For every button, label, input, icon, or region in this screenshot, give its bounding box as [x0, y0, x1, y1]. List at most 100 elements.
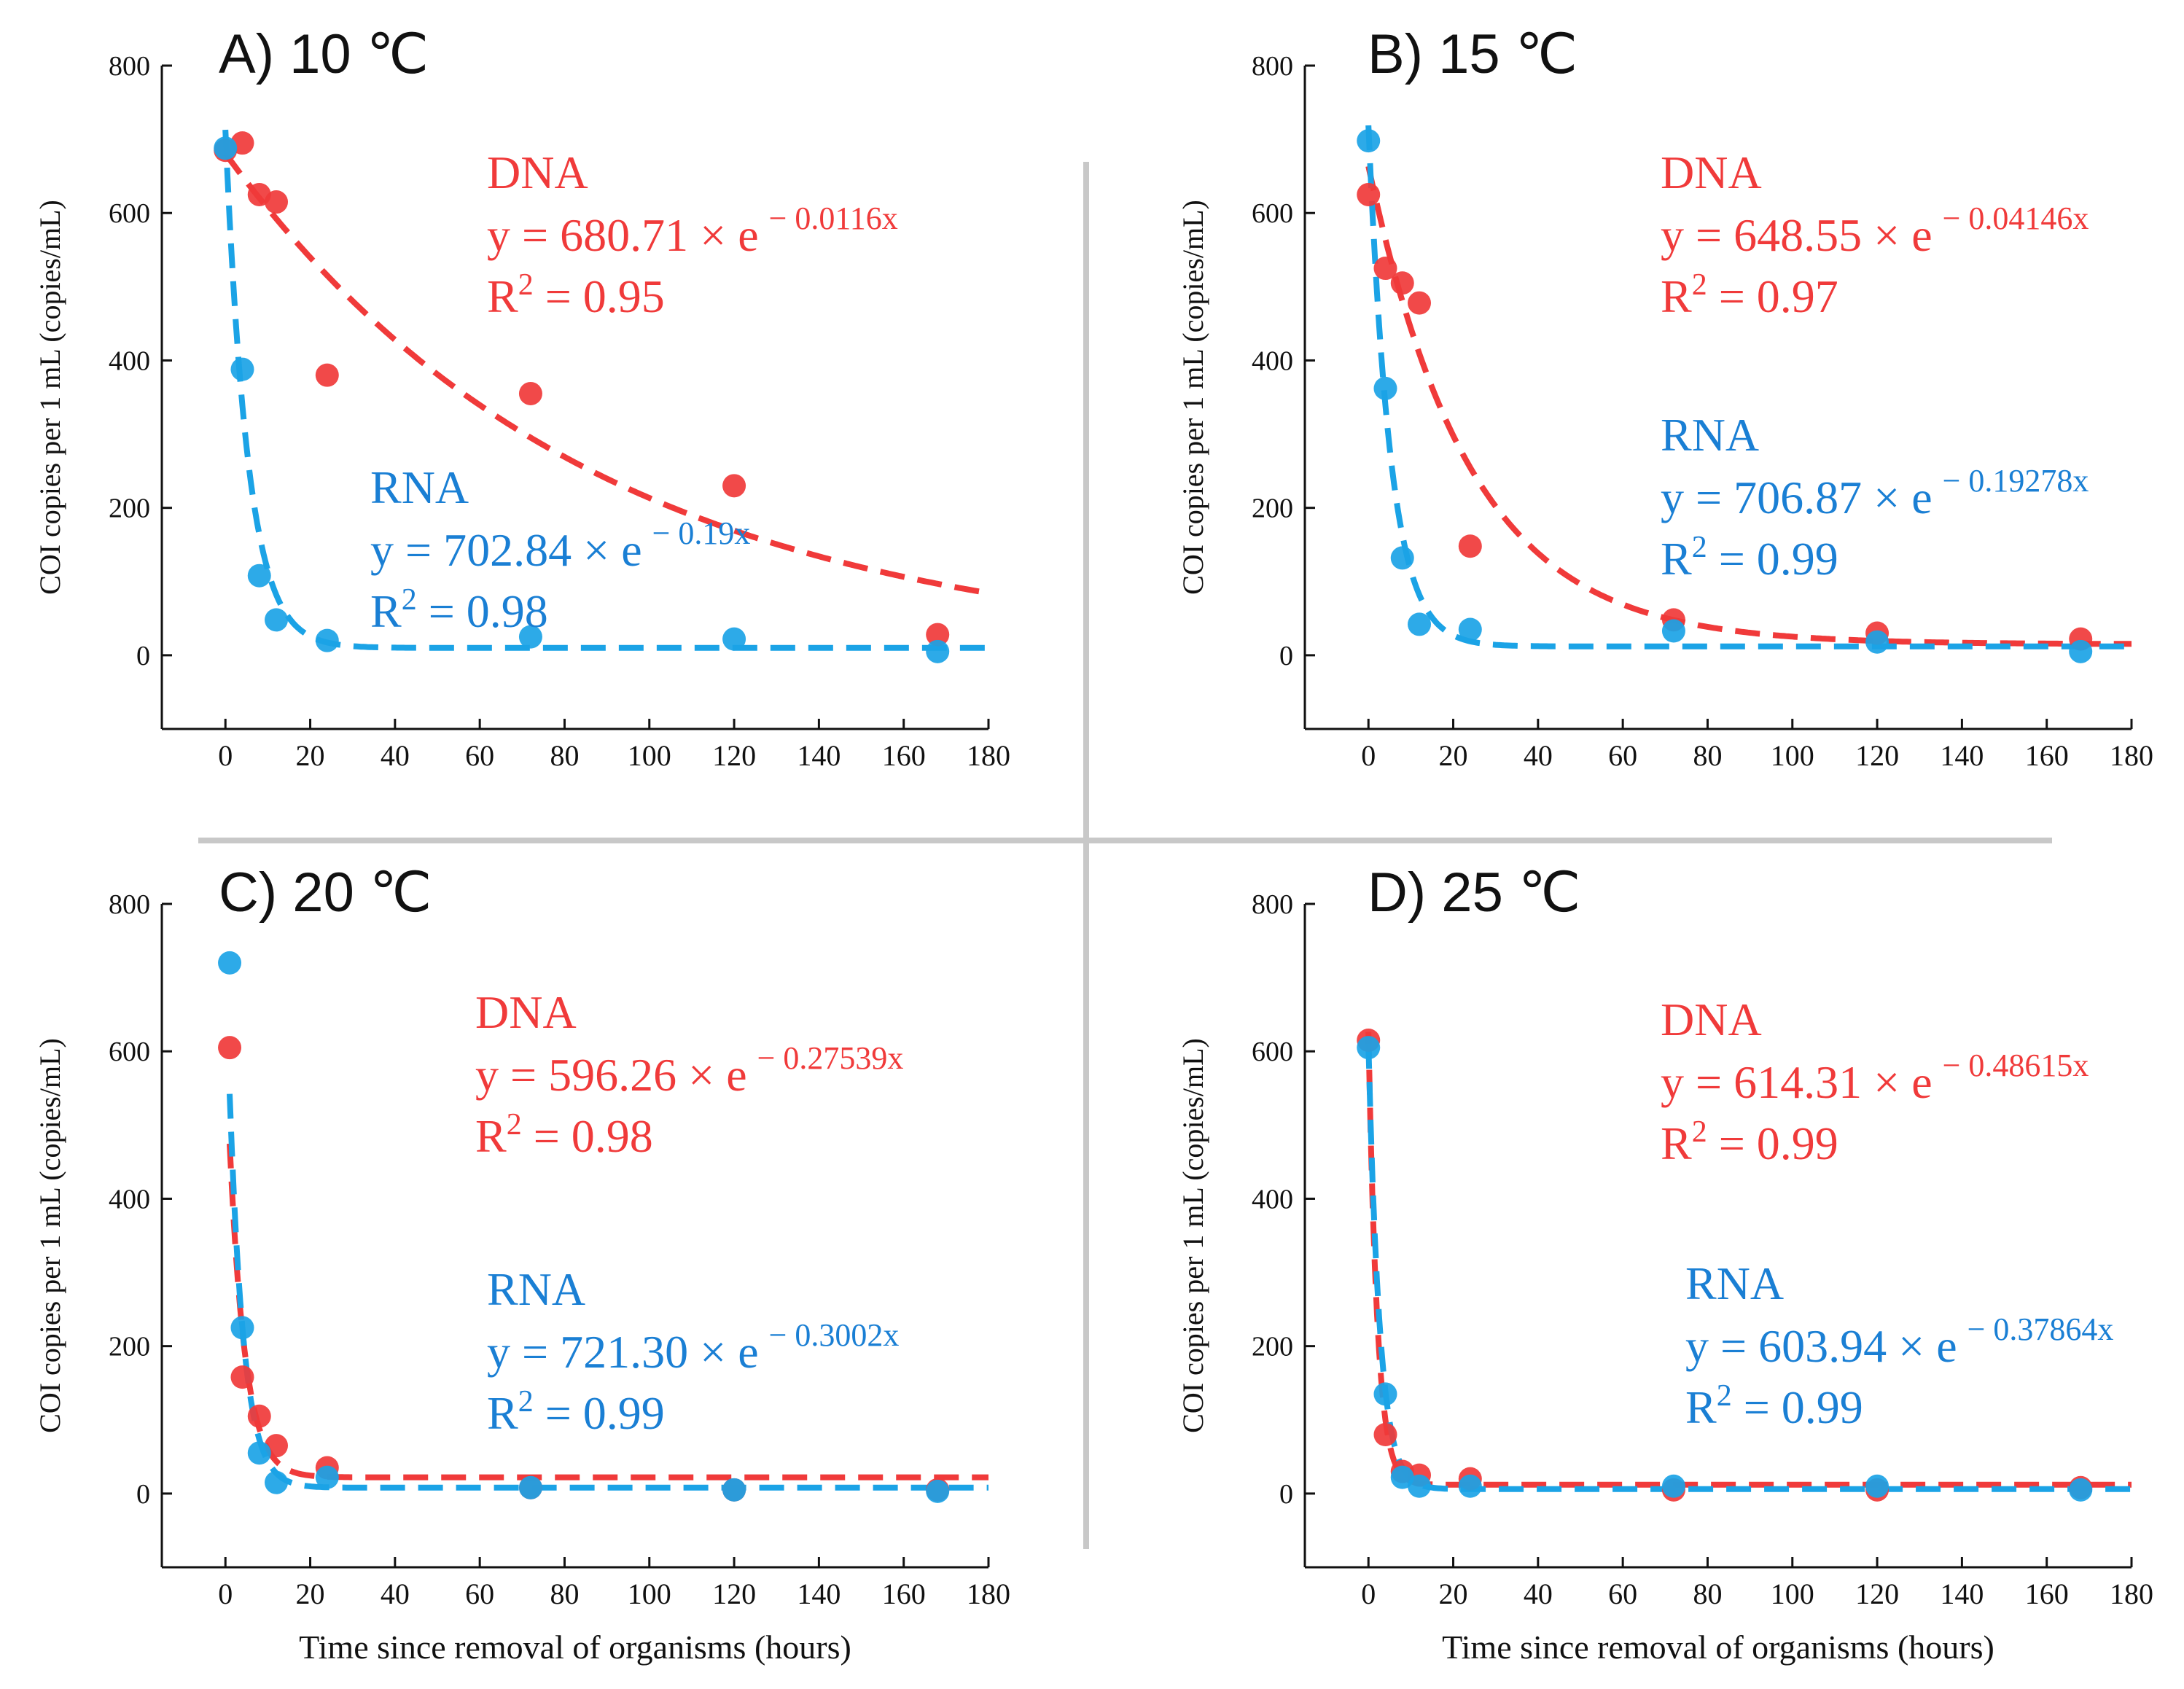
x-tick-label: 160	[2025, 739, 2069, 772]
x-tick-label: 180	[2110, 1577, 2153, 1610]
x-tick-label: 40	[381, 1577, 410, 1610]
equation-exponent-rna: − 0.3002x	[769, 1317, 900, 1353]
data-point-dna	[1373, 257, 1397, 281]
y-tick-label: 600	[1252, 198, 1293, 229]
x-tick-label: 0	[1361, 739, 1376, 772]
equation-dna: y = 614.31 × e	[1661, 1056, 1933, 1108]
series-label-dna: DNA	[475, 986, 577, 1038]
data-point-rna	[1865, 1474, 1889, 1498]
x-tick-label: 40	[381, 739, 410, 772]
data-point-rna	[230, 357, 254, 381]
equation-rna: y = 702.84 × e	[370, 524, 642, 576]
x-tick-label: 140	[1940, 739, 1984, 772]
data-point-dna	[1390, 271, 1414, 295]
fit-curve-rna	[222, 129, 988, 651]
data-point-rna	[722, 1478, 746, 1502]
x-tick-label: 160	[882, 1577, 926, 1610]
data-point-dna	[1408, 291, 1432, 315]
panel-title: C) 20 ℃	[219, 862, 432, 924]
y-tick-label: 800	[1252, 889, 1293, 920]
x-tick-label: 20	[296, 739, 325, 772]
y-tick-label: 400	[109, 346, 150, 376]
data-point-rna	[1408, 1474, 1432, 1498]
r-squared-dna: R2 = 0.97	[1661, 268, 1838, 322]
fit-curve-rna	[1365, 125, 2132, 650]
y-tick-label: 0	[136, 641, 150, 671]
series-label-rna: RNA	[487, 1263, 585, 1315]
panel-title: D) 25 ℃	[1368, 862, 1580, 924]
x-tick-label: 180	[967, 739, 1010, 772]
panel-title: B) 15 ℃	[1368, 23, 1577, 85]
x-tick-label: 0	[1361, 1577, 1376, 1610]
y-axis-label: COI copies per 1 mL (copies/mL)	[1177, 1038, 1209, 1433]
x-tick-label: 60	[465, 739, 494, 772]
series-label-rna: RNA	[1685, 1257, 1784, 1309]
x-tick-label: 160	[882, 739, 926, 772]
x-tick-label: 100	[628, 739, 671, 772]
y-tick-label: 200	[1252, 1332, 1293, 1362]
data-point-dna	[1373, 1423, 1397, 1446]
y-tick-label: 400	[1252, 346, 1293, 376]
data-point-dna	[926, 623, 950, 647]
r-squared-rna: R2 = 0.98	[370, 583, 548, 637]
r-squared-rna: R2 = 0.99	[487, 1385, 665, 1439]
y-tick-label: 400	[1252, 1184, 1293, 1214]
y-tick-label: 200	[109, 494, 150, 524]
y-tick-label: 600	[109, 198, 150, 229]
panel-1: 0 200 400 600 800 0 20 40 60 80 100 120 140 160 180 COI…	[34, 23, 1010, 772]
equation-exponent-dna: − 0.0116x	[769, 200, 898, 236]
x-tick-label: 120	[1855, 739, 1899, 772]
x-tick-label: 100	[628, 1577, 671, 1610]
data-point-rna	[1357, 1036, 1381, 1060]
data-point-rna	[218, 951, 242, 975]
x-tick-label: 60	[1608, 739, 1637, 772]
fit-curve-rna	[1365, 1044, 2132, 1492]
data-point-rna	[926, 1479, 950, 1503]
series-label-dna: DNA	[1661, 147, 1762, 198]
y-tick-label: 600	[109, 1037, 150, 1067]
data-point-rna	[315, 1465, 339, 1489]
data-point-dna	[518, 381, 542, 405]
y-tick-label: 0	[136, 1479, 150, 1510]
series-label-dna: DNA	[1661, 994, 1762, 1045]
data-point-dna	[722, 474, 746, 498]
fit-curve-dna	[227, 1143, 988, 1481]
x-tick-label: 140	[797, 739, 841, 772]
x-tick-label: 100	[1771, 1577, 1814, 1610]
y-axis-label: COI copies per 1 mL (copies/mL)	[34, 1038, 66, 1433]
data-point-rna	[1373, 376, 1397, 400]
data-point-rna	[315, 628, 339, 652]
equation-dna: y = 596.26 × e	[475, 1049, 747, 1101]
equation-exponent-rna: − 0.19278x	[1943, 463, 2089, 499]
x-tick-label: 140	[1940, 1577, 1984, 1610]
equation-exponent-dna: − 0.48615x	[1943, 1048, 2089, 1083]
data-point-rna	[247, 563, 271, 588]
data-point-rna	[230, 1316, 254, 1340]
series-label-rna: RNA	[370, 461, 469, 513]
equation-rna: y = 706.87 × e	[1661, 472, 1933, 523]
x-tick-label: 80	[550, 739, 579, 772]
data-point-rna	[265, 1470, 289, 1494]
equation-dna: y = 648.55 × e	[1661, 209, 1933, 261]
panel-3: 0 200 400 600 800 0 20 40 60 80 100 120 140 160 180 COI…	[34, 862, 1010, 1666]
series-label-dna: DNA	[487, 147, 588, 198]
data-point-rna	[926, 639, 950, 663]
equation-dna: y = 680.71 × e	[487, 209, 759, 261]
data-point-dna	[218, 1036, 242, 1060]
panel-2: 0 200 400 600 800 0 20 40 60 80 100 120 140 160 180 COI…	[1177, 23, 2153, 772]
x-tick-label: 0	[218, 739, 233, 772]
y-tick-label: 800	[109, 51, 150, 82]
data-point-rna	[518, 625, 542, 649]
panel-title: A) 10 ℃	[219, 23, 429, 85]
data-point-rna	[2069, 639, 2093, 663]
x-tick-label: 20	[1439, 1577, 1468, 1610]
r-squared-dna: R2 = 0.99	[1661, 1115, 1838, 1169]
equation-exponent-rna: − 0.19x	[652, 515, 751, 551]
x-tick-label: 80	[1693, 1577, 1722, 1610]
r-squared-rna: R2 = 0.99	[1661, 531, 1838, 585]
data-point-rna	[1458, 1474, 1482, 1498]
x-tick-label: 180	[2110, 739, 2153, 772]
r-squared-rna: R2 = 0.99	[1685, 1379, 1863, 1433]
x-tick-label: 60	[465, 1577, 494, 1610]
